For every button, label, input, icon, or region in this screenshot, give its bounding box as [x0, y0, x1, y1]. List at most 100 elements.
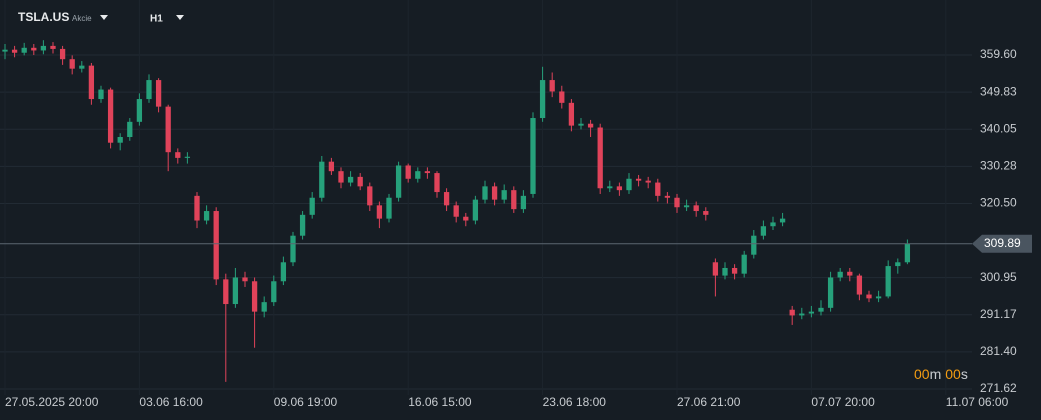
x-tick-label: 23.06 18:00 [543, 395, 607, 409]
candle-body [895, 262, 901, 267]
candle-body [88, 65, 95, 100]
candle-body [184, 156, 191, 158]
candle-body [501, 190, 507, 200]
y-tick-label: 300.95 [980, 270, 1017, 284]
x-tick-label: 27.05.2025 20:00 [5, 395, 99, 409]
candle-body [232, 277, 239, 305]
candle-body [693, 205, 699, 212]
y-tick-label: 349.83 [980, 84, 1017, 98]
candle-body [69, 59, 75, 69]
candle-body [175, 152, 181, 158]
candle-body [587, 123, 594, 128]
y-tick-label: 281.40 [980, 344, 1017, 358]
candle-body [146, 80, 152, 100]
candle-body [875, 296, 882, 299]
candle-body [242, 277, 248, 282]
candle-body [491, 186, 498, 200]
candle-body [328, 161, 335, 172]
symbol-dropdown[interactable] [100, 15, 108, 20]
candle-body [808, 311, 815, 314]
timeframe[interactable]: H1 [150, 14, 163, 25]
candle-body [655, 182, 661, 196]
x-tick-label: 11.07 06:00 [946, 395, 1009, 409]
candle-body [559, 91, 565, 103]
candle-body [2, 49, 8, 52]
candle-body [789, 309, 795, 316]
candle-body [885, 266, 891, 297]
candle-body [472, 199, 479, 221]
candles [0, 40, 972, 382]
candle-body [376, 205, 383, 219]
candle-body [607, 186, 613, 189]
candle-body [453, 205, 459, 217]
timer-seconds: 00 [945, 366, 961, 382]
candle-body [856, 275, 863, 295]
candle-body [261, 302, 267, 312]
timer: 00m 00s [914, 366, 968, 382]
candle-body [59, 48, 66, 60]
candle-body [223, 279, 229, 305]
timer-minutes-unit: m [930, 366, 942, 382]
candle-body [367, 186, 373, 206]
candle-body [251, 281, 258, 312]
candle-body [722, 267, 728, 276]
candle-body [703, 211, 709, 215]
candle-body [760, 226, 767, 236]
candle-body [683, 205, 690, 208]
candle-body [299, 214, 306, 236]
candle-body [280, 262, 287, 282]
candle-body [443, 192, 450, 206]
candle-body [117, 137, 123, 143]
candle-body [779, 218, 786, 223]
candle-body [424, 171, 431, 174]
candle-body [799, 313, 805, 316]
x-tick-label: 16.06 15:00 [408, 395, 472, 409]
candle-body [98, 89, 104, 100]
candle-body [319, 161, 325, 198]
candle-body [107, 89, 114, 143]
candle-body [741, 254, 747, 274]
timer-seconds-unit: s [961, 366, 968, 382]
y-tick-label: 330.28 [980, 158, 1017, 172]
candle-body [127, 121, 133, 138]
candle-body [635, 178, 642, 181]
candle-body [578, 123, 584, 126]
timer-minutes: 00 [914, 366, 930, 382]
candle-body [386, 197, 392, 219]
candle-body [731, 267, 738, 274]
candle-body [347, 176, 354, 183]
candle-body [357, 176, 363, 187]
candle-body [568, 102, 575, 126]
candle-body [597, 127, 603, 189]
candle-body [626, 178, 632, 191]
candle-body [751, 235, 757, 255]
candle-body [770, 222, 776, 227]
candle-body [338, 171, 344, 183]
y-tick-label: 340.05 [980, 121, 1017, 135]
x-tick-label: 09.06 19:00 [274, 395, 338, 409]
candle-body [539, 80, 546, 119]
candle-body [415, 171, 421, 179]
candle-body [827, 277, 834, 308]
axes: 271.62 281.40 291.17 300.95 320.50 330.28 340.… [5, 47, 1032, 409]
candle-body [136, 99, 143, 122]
y-tick-label: 359.60 [980, 47, 1017, 61]
candle-body [11, 49, 18, 53]
candle-body [482, 186, 488, 200]
candle-body [645, 180, 651, 183]
timeframe-dropdown[interactable] [176, 15, 184, 20]
candle-body [79, 65, 85, 69]
x-tick-label: 27.06 21:00 [677, 395, 741, 409]
symbol[interactable]: TSLA.US [18, 10, 69, 24]
candle-body [463, 216, 469, 221]
candle-body [837, 271, 843, 278]
asset-class: Akcie [72, 14, 92, 23]
candle-body [50, 45, 56, 49]
candle-body [31, 47, 37, 51]
y-tick-label: 291.17 [980, 307, 1017, 321]
candle-body [405, 165, 411, 179]
candle-body [290, 235, 296, 263]
